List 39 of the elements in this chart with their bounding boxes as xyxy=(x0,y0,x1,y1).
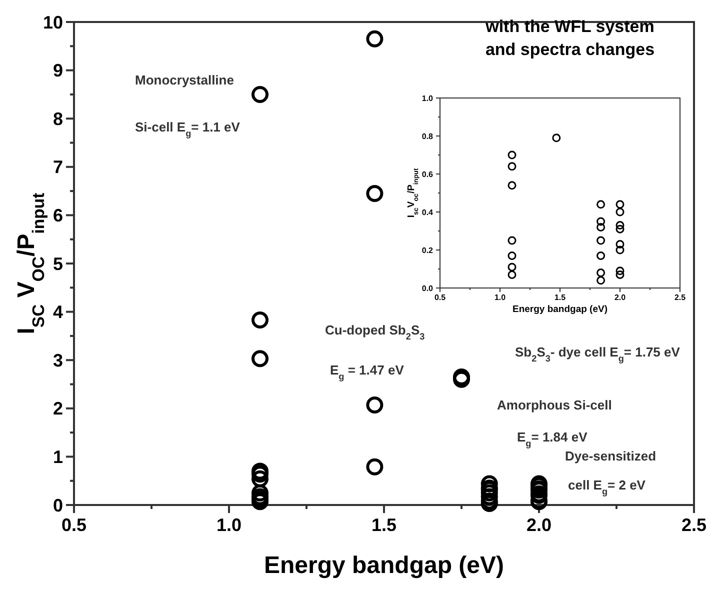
x-axis-title: Energy bandgap (eV) xyxy=(512,304,608,315)
x-tick-label: 1.5 xyxy=(371,515,397,535)
x-tick-label: 0.5 xyxy=(434,293,446,302)
x-tick-label: 1.0 xyxy=(494,293,506,302)
annotation: Sb$_{2}$S$_{3}$- dye cell E$_{g}$= 1.75 eV xyxy=(515,344,680,364)
y-tick-label: 0 xyxy=(52,495,63,516)
annotation: Monocrystalline xyxy=(135,72,234,88)
y-tick-label: 1 xyxy=(52,447,63,467)
chart-title: with the WFL system and spectra changes xyxy=(484,17,655,59)
x-tick-label: 0.5 xyxy=(61,515,87,535)
x-axis-title: Energy bandgap (eV) xyxy=(264,552,504,579)
y-tick-label: 9 xyxy=(52,60,63,81)
y-tick-label: 5 xyxy=(52,254,63,274)
y-tick-label: 0.6 xyxy=(422,170,434,179)
y-tick-label: 0.2 xyxy=(422,246,434,255)
annotation: Dye-sensitized xyxy=(565,448,656,464)
x-tick-label: 2.5 xyxy=(681,515,707,535)
x-tick-label: 2.5 xyxy=(674,293,686,302)
y-tick-label: 0.4 xyxy=(422,208,434,217)
x-tick-label: 1.5 xyxy=(554,293,566,302)
y-tick-label: 8 xyxy=(52,108,63,129)
x-tick-label: 2.0 xyxy=(526,515,552,535)
y-tick-label: 6 xyxy=(52,206,63,226)
annotation: Amorphous Si-cell xyxy=(497,398,612,413)
y-tick-label: 0.0 xyxy=(422,284,434,293)
y-tick-label: 2 xyxy=(52,398,63,419)
y-tick-label: 7 xyxy=(52,157,63,178)
y-tick-label: 10 xyxy=(42,12,63,32)
x-tick-label: 2.0 xyxy=(614,293,626,302)
y-tick-label: 1.0 xyxy=(422,94,434,103)
annotation: Cu-doped Sb$_{2}$S$_{3}$ xyxy=(325,322,425,342)
annotation: E$_{g}$ = 1.47 eV xyxy=(330,362,404,382)
annotation: Si-cell E$_{g}$= 1.1 eV xyxy=(135,120,240,139)
annotation: E$_{g}$= 1.84 eV xyxy=(517,430,588,449)
y-tick-label: 4 xyxy=(52,302,63,322)
y-tick-label: 0.8 xyxy=(422,132,434,141)
x-tick-label: 1.0 xyxy=(216,515,242,535)
y-tick-label: 3 xyxy=(52,350,63,370)
annotation: cell E$_{g}$= 2 eV xyxy=(568,478,646,497)
